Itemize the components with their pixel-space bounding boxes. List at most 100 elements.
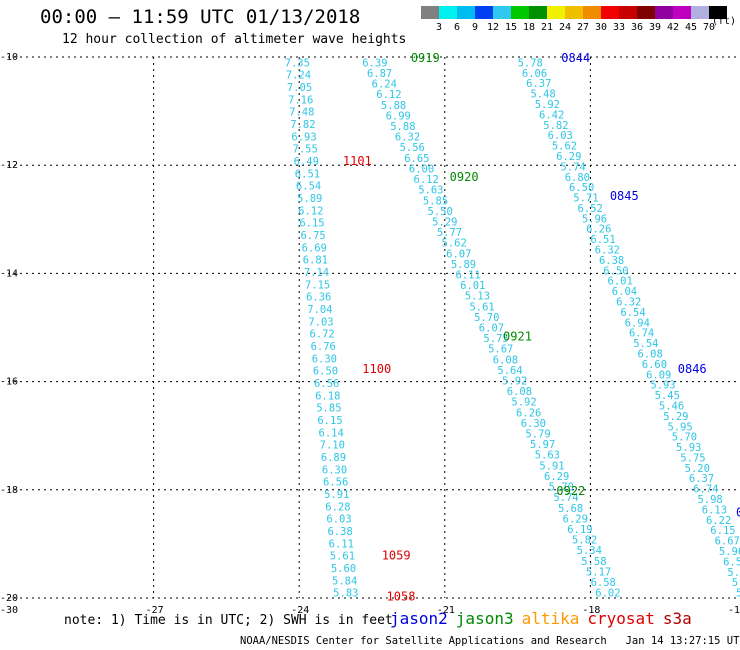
x-tick-label: -18	[582, 605, 600, 616]
wave-height-value: 5.50	[428, 206, 453, 218]
scale-swatch	[529, 6, 547, 19]
wave-height-value: 5.78	[518, 57, 543, 69]
wave-height-value: 7.10	[320, 440, 345, 452]
credit-footer: NOAA/NESDIS Center for Satellite Applica…	[240, 635, 740, 647]
pass-time-label: 0921	[503, 330, 532, 344]
wave-height-value: 5.83	[333, 588, 358, 600]
wave-height-value: 7.03	[308, 316, 333, 328]
wave-height-value: 6.65	[404, 153, 429, 165]
wave-height-value: 5.62	[552, 141, 577, 153]
pass-time-label: 0845	[610, 189, 639, 203]
legend-altika: altika	[521, 609, 580, 628]
wave-height-value: 5.67	[488, 344, 513, 356]
wave-height-value: 6.32	[395, 132, 420, 144]
track-track-b: 6.396.876.246.125.886.995.886.325.566.65…	[362, 57, 620, 599]
wave-height-value: 6.12	[376, 89, 401, 101]
scale-label: 45	[684, 22, 698, 33]
wave-height-value: 7.05	[287, 82, 312, 94]
wave-height-value: 5.96	[582, 213, 607, 225]
wave-height-value: 5.67	[727, 567, 740, 579]
wave-height-value: 6.30	[521, 418, 546, 430]
wave-height-value: 6.01	[460, 280, 485, 292]
pass-time-label: 1059	[382, 549, 411, 563]
wave-height-value: 6.07	[446, 248, 471, 260]
y-tick-label: -18	[0, 485, 18, 496]
wave-height-value: 6.75	[300, 230, 325, 242]
map-subtitle: 12 hour collection of altimeter wave hei…	[62, 32, 407, 47]
wave-height-value: 6.54	[620, 307, 645, 319]
axis-ticks: -10 -12 -14 -16 -18 -20 -27 -24 -21 -18 -15 -30	[0, 52, 740, 616]
wave-height-value: 5.13	[465, 291, 490, 303]
scale-label: 21	[540, 22, 554, 33]
wave-height-value: 5.70	[549, 482, 574, 494]
wave-height-value: 6.80	[565, 172, 590, 184]
scale-swatch	[547, 6, 565, 19]
wave-height-value: 5.97	[530, 439, 555, 451]
wave-height-value: 6.22	[706, 515, 731, 527]
wave-height-value: 7.35	[285, 57, 310, 69]
scale-swatch	[457, 6, 475, 19]
scale-swatch	[691, 6, 709, 19]
scale-swatch	[421, 6, 439, 19]
wave-height-value: 6.76	[311, 341, 336, 353]
wave-height-value: 6.50	[569, 182, 594, 194]
wave-height-value: 6.29	[556, 151, 581, 163]
satellite-tracks: 7.357.247.057.167.487.826.937.556.496.51…	[285, 57, 740, 599]
wave-height-value: 5.96	[719, 546, 740, 558]
scale-swatch	[583, 6, 601, 19]
wave-height-value: 6.32	[616, 297, 641, 309]
wave-height-value: 5.60	[331, 563, 356, 575]
wave-height-value: 7.55	[293, 144, 318, 156]
wave-height-value: 5.75	[483, 333, 508, 345]
wave-height-value: 6.12	[298, 205, 323, 217]
wave-height-value: 5.54	[633, 338, 658, 350]
y-tick-label: -16	[0, 377, 18, 388]
wave-height-value: 5.70	[672, 432, 697, 444]
wave-height-value: 7.24	[286, 70, 311, 82]
pass-time-label: 0920	[450, 170, 479, 184]
scale-swatch	[637, 6, 655, 19]
scale-label: 27	[576, 22, 590, 33]
wave-height-value: 6.32	[595, 245, 620, 257]
scale-label: 15	[504, 22, 518, 33]
wave-height-value: 6.54	[296, 181, 321, 193]
wave-height-value: 7.16	[288, 94, 313, 106]
track-track-c: 5.786.066.375.485.926.425.826.035.626.29…	[518, 57, 740, 599]
y-tick-label: -12	[0, 160, 18, 171]
wave-height-value: 5.82	[572, 535, 597, 547]
wave-height-value: 5.20	[685, 463, 710, 475]
scale-swatch	[655, 6, 673, 19]
wave-height-value: 5.58	[581, 556, 606, 568]
wave-height-value: 6.29	[563, 513, 588, 525]
wave-height-value: 6.37	[526, 78, 551, 90]
wave-height-value: 5.92	[511, 397, 536, 409]
wave-height-value: 6.51	[295, 168, 320, 180]
wave-height-value: 6.19	[567, 524, 592, 536]
wave-height-value: 6.74	[629, 328, 654, 340]
wave-height-value: 7.14	[304, 267, 329, 279]
wave-height-value: 6.54	[723, 556, 740, 568]
wave-height-value: 6.29	[544, 471, 569, 483]
pass-time-label: 0919	[411, 51, 440, 65]
track-track-a: 7.357.247.057.167.487.826.937.556.496.51…	[285, 57, 359, 599]
wave-height-value: 5.75	[680, 452, 705, 464]
satellite-legend: jason2 jason3 altika cryosat s3a	[390, 609, 700, 628]
scale-swatch	[619, 6, 637, 19]
scale-swatch	[511, 6, 529, 19]
wave-height-value: 5.62	[441, 238, 466, 250]
wave-height-value: 5.85	[423, 195, 448, 207]
wave-height-value: 5.82	[543, 120, 568, 132]
wave-height-value: 5.89	[451, 259, 476, 271]
pass-time-label: 0	[736, 505, 740, 519]
scale-label: 3	[435, 22, 443, 33]
scale-label: 33	[612, 22, 626, 33]
scale-unit-label: (ft)	[712, 16, 737, 27]
grid-lines	[8, 56, 736, 599]
wave-height-value: 6.30	[322, 464, 347, 476]
wave-height-value: 5.61	[330, 551, 355, 563]
wave-height-value: 5.7	[736, 588, 740, 600]
wave-height-value: 6.52	[578, 203, 603, 215]
legend-cryosat: cryosat	[587, 609, 655, 628]
wave-height-value: 6.38	[328, 526, 353, 538]
wave-height-value: 5.29	[432, 216, 457, 228]
